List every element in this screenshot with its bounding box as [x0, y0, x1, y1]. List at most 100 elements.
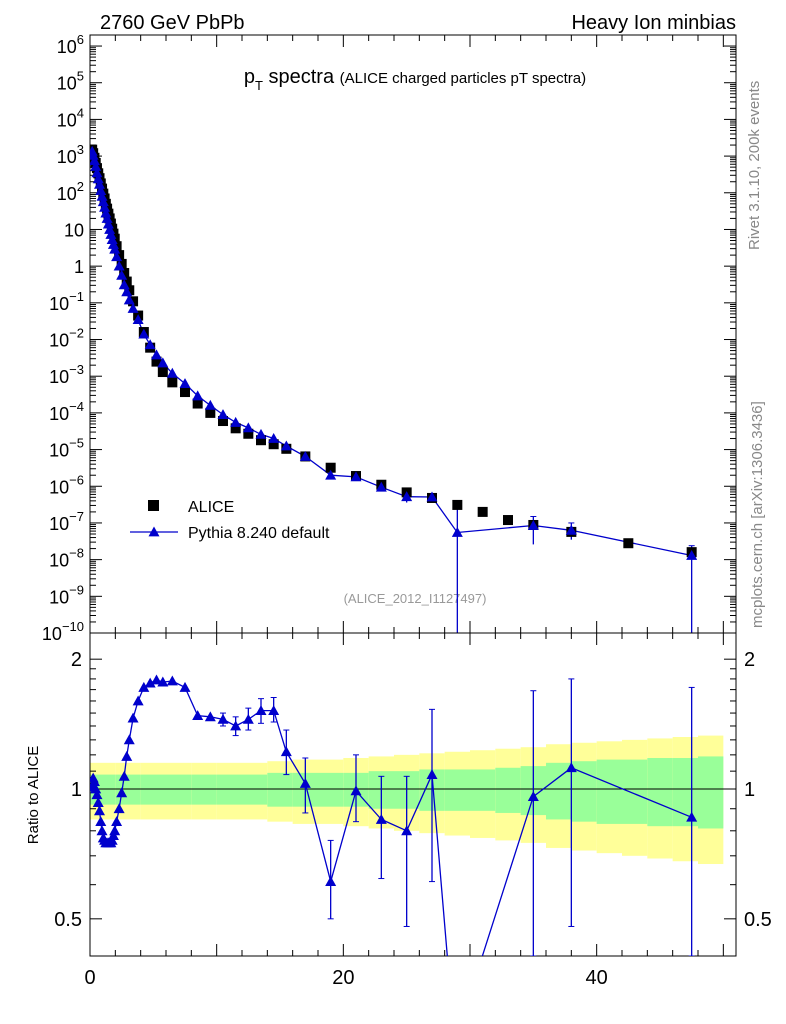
pythia-data-point [166, 367, 178, 378]
pythia-data-point [92, 173, 104, 184]
x-tick-label: 20 [332, 967, 354, 989]
ratio-data-point [401, 825, 413, 836]
y-tick-exponent: −10 [62, 619, 84, 634]
ratio-data-point [242, 713, 254, 724]
y-tick-exponent: −8 [69, 546, 84, 561]
y-tick-label: 106 [57, 32, 84, 57]
alice-data-point [151, 356, 162, 367]
ratio-data-point [123, 734, 135, 745]
y-tick-base: 10 [57, 147, 77, 167]
pythia-data-point [113, 260, 125, 271]
y-tick-exponent: 2 [77, 179, 84, 194]
y-tick-label: 103 [57, 142, 84, 167]
pythia-data-point [109, 243, 121, 254]
y-tick-label: 1 [74, 257, 84, 277]
pythia-data-point [95, 185, 107, 195]
x-tick-label: 0 [84, 967, 95, 989]
pythia-data-point [157, 357, 169, 368]
y-tick-label: 10−5 [49, 436, 84, 461]
ratio-y-tick-label-right: 2 [744, 649, 755, 671]
y-tick-exponent: −2 [69, 326, 84, 341]
ratio-data-point [109, 825, 121, 836]
uncertainty-band-green [698, 756, 724, 829]
y-tick-base: 10 [57, 110, 77, 130]
ratio-data-point [127, 712, 139, 723]
title-word: spectra [263, 66, 340, 88]
ratio-data-point [255, 705, 267, 715]
uncertainty-band-green [216, 774, 242, 805]
pythia-data-point [426, 491, 438, 502]
y-tick-exponent: 3 [77, 142, 84, 157]
uncertainty-band-green [267, 772, 293, 807]
pythia-data-point [268, 433, 280, 443]
pythia-data-point [686, 549, 698, 560]
pythia-data-point [350, 471, 362, 482]
alice-data-point [121, 276, 132, 287]
pythia-data-point [299, 450, 311, 461]
ratio-data-point [92, 797, 104, 807]
ratio-panel: 0 20 40 0.5 0.5 1 1 2 2 Ratio to ALICE [25, 632, 772, 1019]
ratio-data-point [90, 783, 102, 794]
y-tick-label: 10−6 [49, 472, 84, 497]
uncertainty-band-green [622, 759, 648, 824]
pythia-data-point [132, 314, 144, 324]
y-tick-base: 10 [57, 74, 77, 94]
y-tick-base: 10 [49, 367, 69, 387]
ratio-data-point [121, 750, 133, 761]
uncertainty-band-green [495, 767, 521, 813]
y-tick-base: 10 [49, 514, 69, 534]
pythia-data-point [204, 399, 216, 410]
y-tick-base: 10 [49, 477, 69, 497]
legend-alice-marker [148, 500, 159, 511]
pythia-data-point [451, 526, 463, 537]
ratio-data-point [565, 762, 577, 773]
y-tick-base: 10 [49, 441, 69, 461]
ratio-data-point [132, 695, 144, 706]
ratio-series [90, 674, 698, 1019]
uncertainty-band-green [242, 774, 268, 805]
uncertainty-band-green [596, 759, 622, 824]
y-tick-exponent: −1 [69, 289, 84, 304]
y-tick-base: 10 [49, 551, 69, 571]
pythia-data-point [565, 524, 577, 535]
pythia-data-point [401, 491, 413, 502]
y-tick-base: 10 [57, 37, 77, 57]
y-tick-exponent: −6 [69, 472, 84, 487]
y-tick-base: 10 [49, 331, 69, 351]
y-tick-exponent: 5 [77, 69, 84, 84]
pythia-data-point [123, 294, 135, 305]
alice-data-point [116, 258, 127, 269]
pythia-data-point [104, 223, 116, 234]
pythia-data-point [151, 349, 162, 360]
y-tick-label: 10−9 [49, 582, 84, 607]
y-tick-base: 10 [64, 220, 84, 240]
y-tick-label: 10−1 [49, 289, 84, 314]
y-tick-label: 10−10 [42, 619, 84, 644]
header-right-label: Heavy Ion minbias [571, 12, 736, 34]
pythia-data-point [100, 207, 112, 218]
y-tick-exponent: 4 [77, 105, 84, 120]
pythia-data-point [527, 520, 539, 530]
ratio-data-point [527, 791, 539, 802]
alice-data-point [114, 250, 125, 261]
analysis-watermark: (ALICE_2012_I1127497) [344, 591, 487, 606]
pythia-data-point [99, 201, 111, 212]
y-tick-exponent: −9 [69, 582, 84, 597]
ratio-data-point [94, 805, 105, 816]
pythia-data-point [217, 409, 229, 419]
pythia-data-point [144, 339, 156, 350]
alice-data-point [180, 387, 190, 398]
pythia-data-point [325, 469, 337, 480]
y-tick-exponent: −5 [69, 436, 84, 451]
pythia-data-point [230, 416, 242, 427]
ratio-data-point [686, 811, 698, 822]
y-tick-base: 10 [49, 404, 69, 424]
title-subscript: T [255, 78, 263, 93]
y-tick-label: 10−8 [49, 546, 84, 571]
y-tick-exponent: −7 [69, 509, 84, 524]
ratio-data-point [458, 1009, 469, 1019]
pythia-data-point [90, 161, 102, 171]
pythia-data-point [192, 390, 204, 401]
pythia-data-point [90, 155, 100, 166]
pythia-data-point [96, 190, 108, 201]
